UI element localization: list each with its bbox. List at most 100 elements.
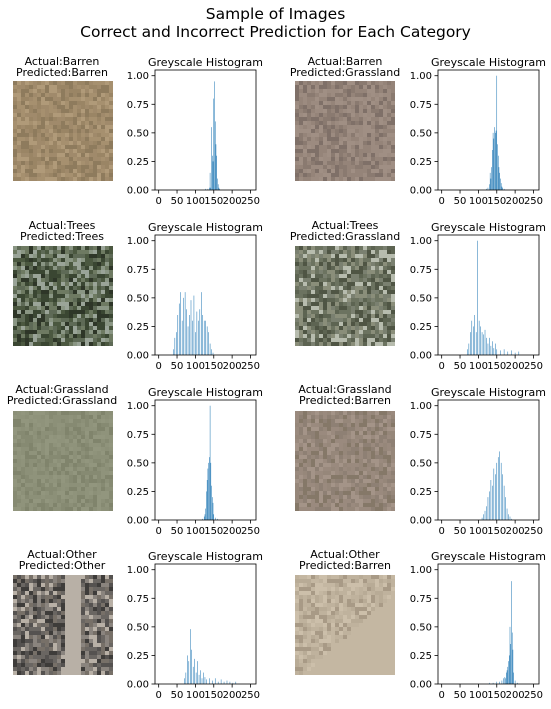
plot-frame — [437, 234, 540, 356]
y-tick-label: 0.00 — [410, 680, 432, 691]
y-tick-label: 0.75 — [410, 265, 432, 276]
histogram-bar — [490, 480, 492, 520]
histogram-bar — [506, 508, 508, 520]
histogram-bar — [199, 309, 201, 355]
figure-title: Sample of Images — [205, 5, 346, 23]
histogram-bar — [493, 348, 495, 355]
x-tick-label: 150 — [204, 526, 223, 537]
sample-image — [13, 81, 113, 181]
histogram-bar — [198, 674, 200, 684]
y-tick-label: 0.00 — [410, 186, 432, 197]
greyscale-histogram: Greyscale Histogram 0 50 100 150 200 250 0.00 0.… — [410, 56, 546, 207]
histogram-bar — [203, 672, 204, 684]
x-tick-label: 100 — [186, 526, 205, 537]
histogram-bar — [212, 680, 213, 684]
y-tick-label: 0.50 — [410, 622, 432, 633]
x-tick-label: 250 — [524, 526, 543, 537]
image-title-actual: Actual:Barren — [24, 55, 100, 68]
histogram-bar — [209, 172, 211, 190]
plot-frame — [437, 69, 540, 191]
y-tick-label: 0.50 — [410, 458, 432, 469]
histogram-bar — [204, 677, 206, 684]
histogram-bar — [205, 508, 206, 520]
x-tick-label: 200 — [506, 196, 525, 207]
y-tick-label: 0.00 — [127, 351, 149, 362]
x-tick-label: 0 — [155, 361, 161, 372]
x-tick-label: 150 — [204, 690, 223, 701]
histogram-title: Greyscale Histogram — [431, 221, 546, 234]
histogram-bar — [500, 462, 502, 520]
histogram-bar — [206, 480, 208, 520]
histogram-bar — [211, 485, 212, 520]
histogram-bar — [219, 188, 220, 190]
histogram-bar — [186, 309, 187, 355]
histogram-bar — [510, 644, 511, 684]
histogram-bar — [191, 649, 192, 684]
y-tick-label: 0.75 — [127, 430, 149, 441]
image-title-predicted: Predicted:Barren — [16, 66, 108, 79]
x-tick-label: 100 — [186, 361, 205, 372]
histogram-bar — [229, 681, 231, 684]
y-tick-label: 0.25 — [127, 157, 149, 168]
y-tick-label: 0.50 — [410, 293, 432, 304]
histogram-bar — [504, 677, 506, 684]
histogram-bar — [198, 320, 199, 355]
histogram-title: Greyscale Histogram — [148, 550, 263, 563]
image-title-predicted: Predicted:Barren — [299, 394, 391, 407]
histogram-bar — [489, 682, 490, 684]
x-tick-label: 150 — [204, 361, 223, 372]
histogram-bar — [213, 514, 215, 520]
greyscale-histogram: Greyscale Histogram 0 50 100 150 200 250 0.00 0.… — [410, 386, 546, 537]
histogram-bar — [478, 320, 480, 355]
greyscale-histogram: Greyscale Histogram 0 50 100 150 200 250 0.00 0.… — [127, 56, 263, 207]
x-tick-label: 150 — [204, 196, 223, 207]
histogram-bar — [507, 351, 509, 355]
histogram-bar — [503, 485, 505, 520]
x-tick-label: 200 — [223, 361, 242, 372]
histogram-bar — [500, 178, 501, 190]
x-tick-label: 150 — [487, 526, 506, 537]
histogram-bar — [481, 517, 483, 520]
histogram-bar — [508, 661, 509, 684]
histogram-bar — [489, 184, 490, 190]
histogram-bar — [181, 320, 183, 355]
histogram-bar — [486, 506, 487, 520]
plot-frame — [437, 563, 540, 685]
plot-frame — [154, 563, 257, 685]
y-tick-label: 0.50 — [127, 293, 149, 304]
histogram-bar — [491, 167, 492, 190]
histogram-bar — [477, 240, 478, 355]
y-tick-label: 0.25 — [410, 322, 432, 333]
x-tick-label: 250 — [241, 526, 260, 537]
histogram-bar — [177, 315, 179, 355]
histogram-bar — [511, 518, 512, 520]
x-tick-label: 200 — [223, 690, 242, 701]
image-title-actual: Actual:Other — [310, 548, 380, 561]
histogram-bar — [212, 497, 213, 520]
histogram-bar — [509, 626, 511, 684]
x-tick-label: 100 — [186, 196, 205, 207]
x-tick-label: 0 — [438, 361, 444, 372]
histogram-bar — [195, 672, 197, 684]
histogram-bar — [470, 332, 471, 355]
histogram-bar — [183, 297, 184, 355]
histogram-bar — [492, 132, 494, 190]
histogram-bar — [194, 658, 195, 684]
y-tick-label: 0.00 — [410, 351, 432, 362]
histogram-bar — [196, 311, 198, 355]
histogram-bar — [202, 315, 204, 355]
histogram-bar — [490, 178, 492, 190]
histogram-bar — [195, 332, 196, 355]
y-tick-label: 0.75 — [410, 430, 432, 441]
histogram-bar — [506, 672, 507, 684]
histogram-bar — [483, 334, 484, 355]
histogram-bar — [508, 514, 509, 520]
histogram-bar — [517, 682, 518, 684]
histogram-bar — [211, 349, 212, 355]
x-tick-label: 100 — [469, 196, 488, 207]
histogram-bar — [492, 485, 493, 520]
histogram-bar — [514, 680, 516, 684]
histogram-bar — [512, 649, 514, 684]
histogram-bar — [500, 350, 501, 355]
histogram-bar — [514, 352, 516, 355]
